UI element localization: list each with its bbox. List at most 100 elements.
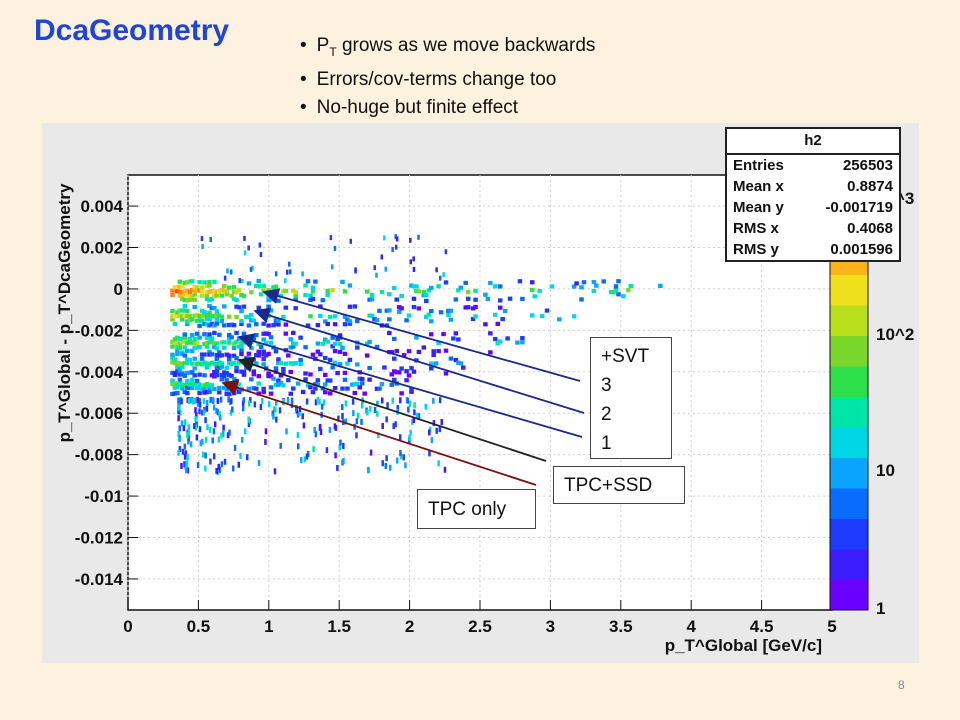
heatmap-cell: [332, 314, 338, 319]
heatmap-cell: [332, 360, 338, 365]
heatmap-cell: [216, 397, 220, 404]
heatmap-cell: [293, 341, 298, 346]
heatmap-cell: [180, 462, 183, 469]
heatmap-cell: [182, 360, 188, 366]
heatmap-cell: [273, 382, 279, 387]
heatmap-cell: [219, 396, 223, 403]
heatmap-cell: [189, 441, 193, 448]
heatmap-cell: [340, 345, 345, 351]
heatmap-cell: [245, 454, 249, 461]
heatmap-cell: [183, 419, 187, 426]
heatmap-cell: [293, 296, 298, 301]
heatmap-cell: [247, 400, 251, 407]
heatmap-cell: [236, 382, 242, 387]
heatmap-cell: [193, 423, 196, 430]
heatmap-cell: [204, 283, 210, 289]
heatmap-cell: [237, 461, 241, 468]
heatmap-cell: [243, 250, 247, 256]
heatmap-cell: [312, 446, 315, 453]
heatmap-cell: [214, 313, 220, 318]
heatmap-cell: [185, 461, 188, 468]
heatmap-cell: [574, 281, 579, 286]
heatmap-cell: [187, 293, 192, 298]
heatmap-cell: [226, 323, 232, 328]
heatmap-cell: [175, 285, 180, 290]
heatmap-cell: [189, 385, 195, 391]
heatmap-cell: [359, 376, 365, 382]
heatmap-cell: [239, 452, 242, 459]
heatmap-cell: [384, 323, 390, 328]
heatmap-cell: [226, 268, 229, 274]
heatmap-cell: [349, 238, 353, 244]
heatmap-cell: [217, 436, 221, 443]
heatmap-cell: [187, 336, 192, 341]
heatmap-cell: [296, 411, 300, 418]
heatmap-cell: [333, 423, 337, 430]
heatmap-cell: [379, 289, 385, 295]
heatmap-cell: [202, 280, 207, 285]
heatmap-cell: [415, 412, 419, 419]
heatmap-cell: [251, 265, 254, 271]
heatmap-cell: [202, 360, 207, 365]
heatmap-cell: [367, 297, 372, 302]
heatmap-cell: [325, 447, 329, 454]
heatmap-cell: [338, 444, 341, 451]
heatmap-cell: [214, 293, 220, 298]
heatmap-cell: [246, 281, 252, 286]
heatmap-cell: [194, 378, 200, 384]
heatmap-cell: [290, 288, 296, 293]
heatmap-cell: [411, 284, 417, 289]
heatmap-cell: [251, 372, 257, 377]
heatmap-cell: [218, 414, 222, 421]
x-tick-label: 4.5: [750, 617, 774, 636]
heatmap-cell: [201, 409, 204, 416]
heatmap-plot: 0 0.5 1 1.5 2 2.5 3 3.5 4 4.5 5 0.004 0.002 0 -0.002 -0…: [55, 174, 914, 655]
heatmap-cell: [532, 294, 537, 299]
heatmap-cell: [458, 361, 464, 366]
heatmap-cell: [219, 353, 225, 358]
heatmap-cell: [199, 356, 205, 361]
heatmap-cell: [172, 381, 178, 386]
heatmap-cell: [207, 352, 212, 357]
heatmap-cell: [315, 382, 321, 388]
heatmap-cell: [175, 345, 180, 350]
palette-swatch: [830, 503, 868, 519]
heatmap-cell: [170, 314, 175, 319]
heatmap-cell: [238, 278, 241, 284]
heatmap-cell: [198, 408, 201, 415]
heatmap-cell: [226, 392, 232, 397]
heatmap-cell: [414, 335, 419, 340]
heatmap-cell: [283, 288, 289, 294]
heatmap-cell: [310, 352, 316, 357]
heatmap-cell: [219, 340, 225, 345]
heatmap-cell: [172, 321, 178, 327]
heatmap-cell: [185, 280, 190, 285]
heatmap-cell: [274, 406, 277, 413]
heatmap-cell: [226, 340, 232, 345]
heatmap-cell: [411, 418, 414, 425]
heatmap-cell: [303, 377, 308, 382]
heatmap-cell: [177, 341, 183, 347]
heatmap-cell: [229, 322, 234, 327]
heatmap-cell: [373, 406, 377, 413]
heatmap-cell: [372, 317, 377, 322]
bullet-list: PT grows as we move backwards Errors/cov…: [300, 32, 596, 122]
heatmap-cell: [308, 385, 313, 390]
heatmap-cell: [399, 293, 404, 299]
heatmap-cell: [301, 413, 304, 420]
heatmap-cell: [557, 317, 562, 322]
heatmap-cell: [417, 234, 420, 240]
palette-swatch: [830, 350, 868, 367]
heatmap-cell: [180, 336, 185, 341]
heatmap-cell: [369, 292, 375, 298]
heatmap-cell: [406, 397, 409, 404]
heatmap-cell: [207, 383, 212, 388]
x-tick-label: 3: [546, 617, 555, 636]
heatmap-cell: [249, 377, 254, 382]
heatmap-cell: [215, 467, 218, 474]
heatmap-cell: [436, 341, 441, 346]
heatmap-cell: [219, 377, 225, 382]
heatmap-cell: [170, 292, 175, 298]
heatmap-cell: [313, 386, 318, 391]
heatmap-cell: [407, 406, 410, 413]
